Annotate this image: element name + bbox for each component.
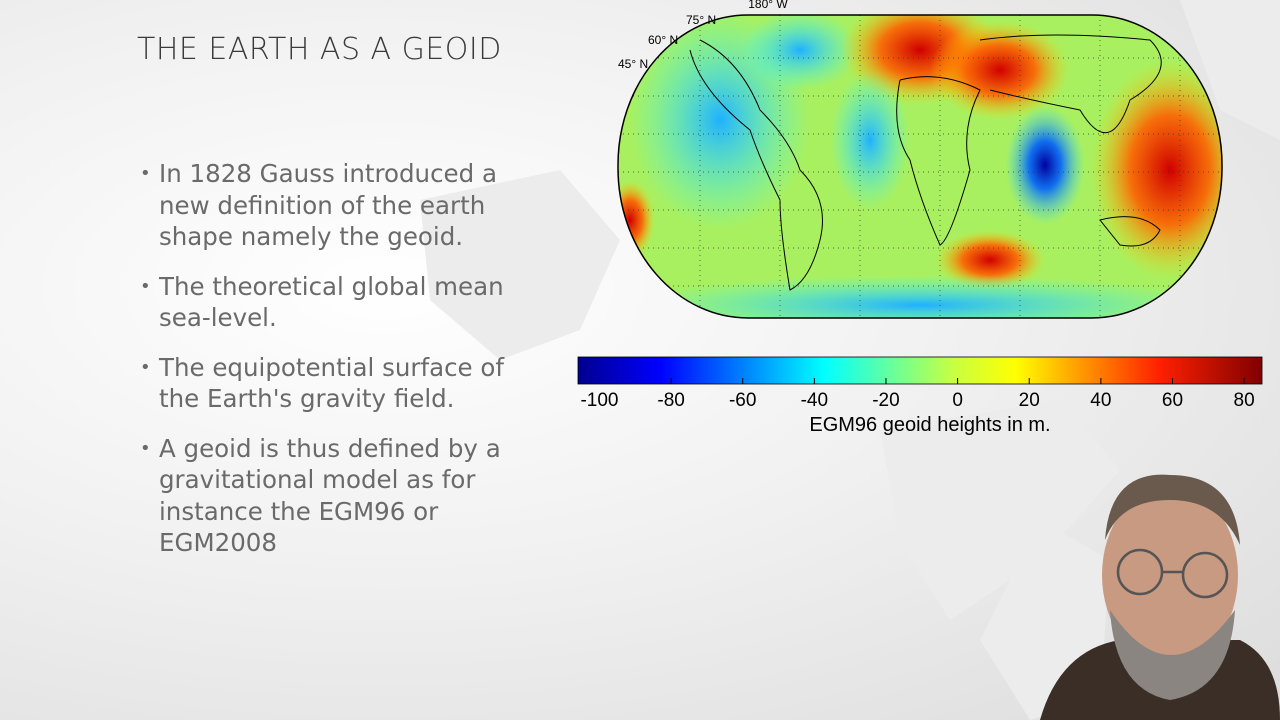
colorbar-label: EGM96 geoid heights in m. [809, 414, 1050, 436]
geoid-map [618, 15, 1222, 318]
colorbar-tick-label: 20 [1019, 390, 1040, 411]
colorbar-tick-label: -20 [872, 390, 899, 411]
map-label: 180° W [748, 0, 788, 11]
colorbar-tick-label: 60 [1162, 390, 1183, 411]
colorbar [577, 356, 1263, 385]
map-label: 75° N [686, 13, 716, 27]
colorbar-tick-label: -80 [657, 390, 684, 411]
bullet: A geoid is thus defined by a gravitation… [138, 433, 528, 559]
map-label: 45° N [618, 57, 648, 71]
colorbar-tick-label: 40 [1090, 390, 1111, 411]
slide-title: THE EARTH AS A GEOID [137, 32, 502, 67]
bullet: The theoretical global mean sea-level. [138, 271, 528, 334]
colorbar-tick-label: -40 [801, 390, 828, 411]
bullet: In 1828 Gauss introduced a new definitio… [138, 158, 528, 253]
colorbar-tick-label: 80 [1234, 390, 1255, 411]
bullet-list: In 1828 Gauss introduced a new definitio… [138, 158, 528, 577]
map-label: 60° N [648, 33, 678, 47]
colorbar-tick-label: -60 [729, 390, 756, 411]
colorbar-tick-label: -100 [580, 390, 618, 411]
bullet: The equipotential surface of the Earth's… [138, 352, 528, 415]
colorbar-tick-label: 0 [952, 390, 963, 411]
coastlines [689, 34, 1162, 291]
